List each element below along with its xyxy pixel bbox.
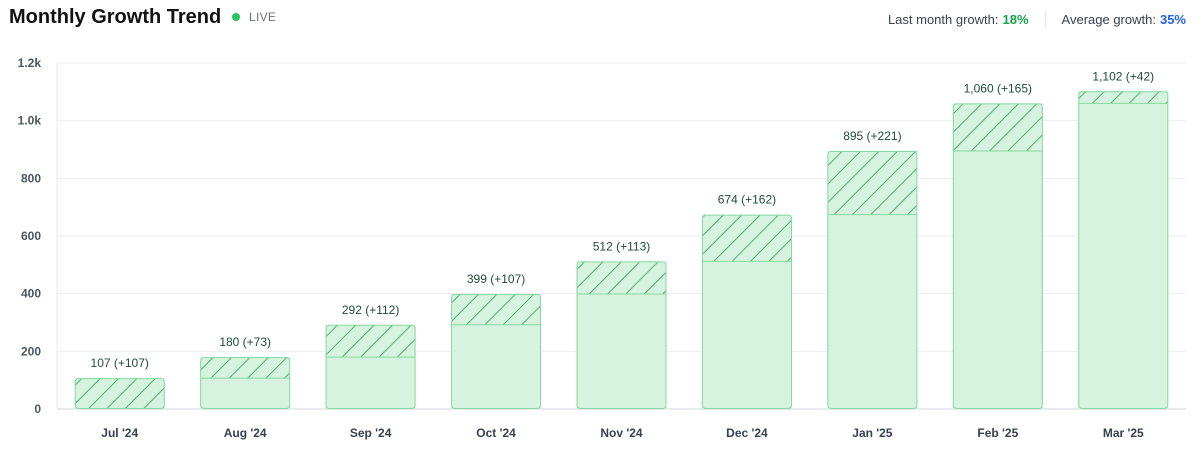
bar-base: [952, 150, 1043, 410]
average-growth-label: Average growth:: [1061, 11, 1156, 27]
live-dot-icon: [232, 13, 240, 21]
bar-base: [1078, 103, 1169, 409]
live-indicator: LIVE: [232, 10, 276, 24]
x-tick-label: Jul '24: [101, 426, 138, 440]
growth-stats: Last month growth: 18% Average growth: 3…: [888, 10, 1186, 28]
bar-base: [576, 293, 667, 409]
bar-base: [451, 324, 542, 409]
data-label: 674 (+162): [718, 193, 776, 207]
bar[interactable]: [1078, 91, 1169, 410]
bar[interactable]: [200, 357, 291, 410]
bar-outline: [827, 150, 918, 409]
bar-increment: [451, 293, 542, 325]
bar[interactable]: [701, 214, 792, 409]
chart-header: Monthly Growth Trend LIVE Last month gro…: [0, 0, 1200, 40]
x-tick-label: Oct '24: [476, 426, 516, 440]
y-tick-label: 1.2k: [18, 56, 42, 70]
bar-increment: [74, 378, 165, 409]
chart-title: Monthly Growth Trend: [9, 6, 222, 28]
y-axis: 0 200 400 600 800 1.0k 1.2k: [18, 56, 42, 416]
bars: [74, 91, 1169, 410]
bar-outline: [325, 324, 416, 410]
bar[interactable]: [451, 293, 542, 409]
bar-outline: [576, 261, 667, 409]
y-tick-label: 800: [21, 171, 41, 185]
bar-increment: [1078, 91, 1169, 104]
data-label: 895 (+221): [843, 129, 901, 143]
bar-outline: [1078, 91, 1169, 410]
live-label: LIVE: [249, 10, 277, 24]
last-month-growth-value: 18%: [1002, 11, 1029, 27]
bar-base: [827, 214, 918, 409]
x-axis: Jul '24 Aug '24 Sep '24 Oct '24 Nov '24 Dec '…: [101, 426, 1144, 440]
x-tick-label: Dec '24: [726, 426, 768, 440]
x-tick-label: Sep '24: [350, 426, 392, 440]
bar-outline: [701, 214, 792, 409]
bar[interactable]: [74, 378, 165, 410]
bar-increment: [701, 214, 792, 262]
data-labels: 107 (+107) 180 (+73) 292 (+112) 399 (+107) 5…: [91, 69, 1155, 370]
x-tick-label: Mar '25: [1103, 426, 1144, 440]
y-tick-label: 200: [21, 344, 41, 358]
bar-increment: [827, 150, 918, 215]
x-tick-label: Aug '24: [224, 426, 267, 440]
bar[interactable]: [325, 324, 416, 410]
data-label: 180 (+73): [219, 335, 271, 349]
y-tick-label: 400: [21, 287, 41, 301]
bar-base: [701, 261, 792, 409]
bar-outline: [74, 378, 165, 410]
bar-outline: [200, 357, 291, 410]
data-label: 292 (+112): [342, 303, 400, 317]
x-tick-label: Jan '25: [852, 426, 893, 440]
data-label: 512 (+113): [593, 239, 651, 253]
data-label: 399 (+107): [467, 272, 525, 286]
x-tick-label: Feb '25: [977, 426, 1018, 440]
average-growth-value: 35%: [1159, 11, 1186, 27]
data-label: 1,060 (+165): [964, 81, 1032, 95]
bar-outline: [451, 293, 542, 409]
bar[interactable]: [576, 261, 667, 409]
last-month-growth-label: Last month growth:: [887, 11, 999, 27]
x-tick-label: Nov '24: [600, 426, 643, 440]
bar-base: [325, 357, 416, 409]
y-tick-label: 0: [34, 402, 41, 416]
bar-base: [200, 378, 291, 409]
bar-increment: [200, 357, 291, 379]
stats-divider: [1044, 10, 1046, 28]
bar-increment: [325, 324, 416, 358]
bar-increment: [576, 261, 667, 294]
y-tick-label: 600: [21, 229, 41, 243]
bar[interactable]: [827, 150, 918, 409]
bar-outline: [952, 103, 1043, 409]
data-label: 1,102 (+42): [1092, 69, 1154, 83]
data-label: 107 (+107): [91, 356, 149, 370]
y-tick-label: 1.0k: [18, 114, 42, 128]
bar-increment: [952, 103, 1043, 151]
bar[interactable]: [952, 103, 1043, 410]
